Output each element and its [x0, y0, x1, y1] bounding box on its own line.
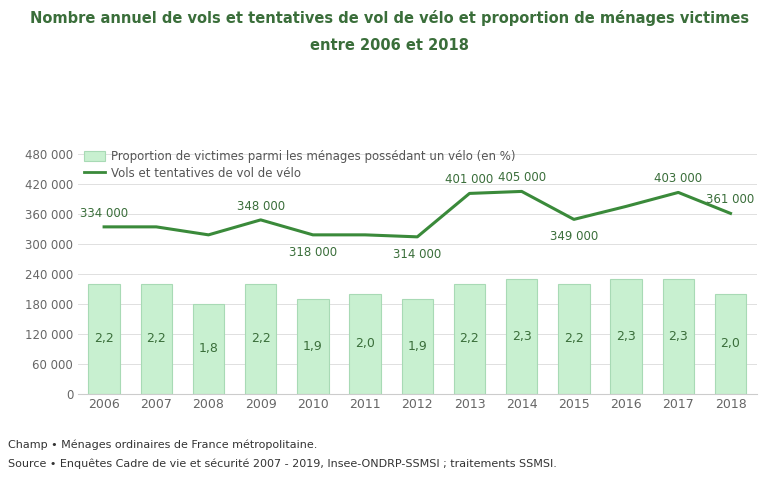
Text: 1,8: 1,8	[199, 342, 218, 355]
Bar	[558, 284, 590, 394]
Text: 349 000: 349 000	[550, 230, 598, 243]
Text: 2,2: 2,2	[564, 332, 583, 345]
Text: 2,0: 2,0	[355, 337, 375, 350]
Text: 2,0: 2,0	[721, 337, 740, 350]
Bar	[611, 279, 642, 394]
Bar	[193, 304, 224, 394]
Text: 1,9: 1,9	[407, 340, 427, 353]
Text: 318 000: 318 000	[289, 246, 337, 259]
Text: 2,2: 2,2	[251, 332, 271, 345]
Text: 405 000: 405 000	[498, 171, 546, 184]
Text: 2,3: 2,3	[512, 330, 532, 343]
Text: 1,9: 1,9	[303, 340, 323, 353]
Text: 401 000: 401 000	[445, 173, 494, 186]
Bar	[140, 284, 172, 394]
Text: 403 000: 403 000	[654, 172, 702, 185]
Text: 361 000: 361 000	[707, 193, 754, 206]
Text: 2,3: 2,3	[616, 330, 636, 343]
Text: Champ • Ménages ordinaires de France métropolitaine.: Champ • Ménages ordinaires de France mét…	[8, 439, 317, 450]
Legend: Proportion de victimes parmi les ménages possédant un vélo (en %), Vols et tenta: Proportion de victimes parmi les ménages…	[84, 150, 516, 180]
Bar	[245, 284, 276, 394]
Bar	[663, 279, 694, 394]
Text: 2,3: 2,3	[668, 330, 688, 343]
Bar	[88, 284, 120, 394]
Bar	[297, 299, 328, 394]
Text: Source • Enquêtes Cadre de vie et sécurité 2007 - 2019, Insee-ONDRP-SSMSI ; trai: Source • Enquêtes Cadre de vie et sécuri…	[8, 458, 557, 469]
Bar	[506, 279, 537, 394]
Text: 2,2: 2,2	[94, 332, 114, 345]
Text: entre 2006 et 2018: entre 2006 et 2018	[310, 38, 470, 53]
Text: 348 000: 348 000	[236, 200, 285, 213]
Bar	[402, 299, 433, 394]
Text: 334 000: 334 000	[80, 207, 128, 220]
Text: 314 000: 314 000	[393, 248, 441, 261]
Bar	[714, 294, 746, 394]
Bar	[349, 294, 381, 394]
Bar	[454, 284, 485, 394]
Text: 2,2: 2,2	[459, 332, 480, 345]
Text: 2,2: 2,2	[147, 332, 166, 345]
Text: Nombre annuel de vols et tentatives de vol de vélo et proportion de ménages vict: Nombre annuel de vols et tentatives de v…	[30, 10, 750, 25]
